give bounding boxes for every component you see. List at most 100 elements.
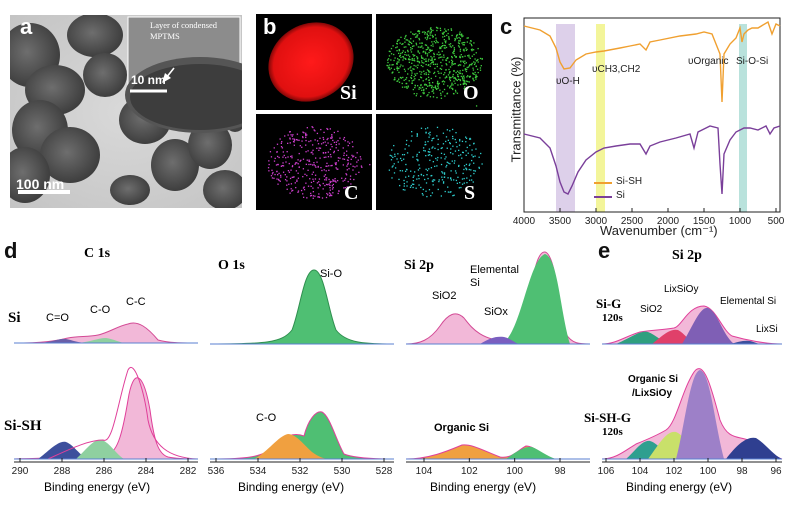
eds-dot: [342, 138, 345, 140]
eds-dot: [327, 156, 330, 158]
eds-dot: [345, 173, 347, 175]
tick-label: 100: [506, 466, 523, 477]
eds-dot: [318, 147, 320, 149]
eds-dot: [449, 142, 452, 145]
tick-label: 528: [376, 466, 393, 477]
eds-dot: [336, 168, 338, 170]
eds-dot: [467, 55, 469, 57]
eds-dot: [430, 155, 433, 157]
eds-dot: [465, 167, 467, 169]
eds-dot: [466, 41, 468, 43]
eds-dot: [410, 51, 413, 53]
eds-dot: [444, 44, 446, 47]
eds-dot: [423, 62, 425, 64]
eds-dot: [360, 158, 362, 160]
tick-label: 284: [138, 466, 155, 477]
eds-dot: [316, 147, 318, 149]
eds-dot: [408, 145, 410, 147]
eds-dot: [427, 76, 430, 78]
eds-dot: [427, 177, 429, 180]
eds-dot: [418, 37, 420, 40]
eds-dot: [455, 179, 458, 182]
eds-dot: [408, 59, 410, 61]
eds-dot: [433, 52, 435, 55]
eds-dot: [334, 177, 336, 180]
eds-dot: [397, 80, 399, 82]
eds-dot: [462, 49, 465, 51]
eds-dot: [434, 34, 436, 36]
eds-dot: [450, 28, 452, 30]
eds-dot: [327, 183, 329, 186]
eds-dot: [322, 136, 324, 139]
inset-scale-label: 10 nm: [131, 73, 166, 87]
panel-label-a: a: [20, 14, 33, 39]
eds-dot: [400, 64, 402, 66]
eds-dot: [328, 178, 330, 181]
tick-label: 3500: [549, 216, 572, 227]
eds-dot: [430, 49, 432, 52]
eds-dot: [468, 64, 471, 66]
eds-dot: [277, 183, 279, 185]
eds-dot: [407, 73, 409, 75]
eds-dot: [436, 80, 439, 83]
inset-caption-line1: Layer of condensed: [150, 20, 218, 30]
eds-dot: [462, 35, 464, 37]
eds-dot: [433, 179, 436, 181]
eds-dot: [463, 77, 465, 79]
eds-dot: [461, 178, 464, 180]
eds-dot: [452, 45, 454, 47]
eds-dot: [428, 136, 430, 138]
eds-dot: [465, 136, 467, 138]
eds-dot: [478, 166, 480, 169]
eds-dot: [421, 45, 423, 47]
eds-dot: [454, 38, 456, 40]
eds-dot: [435, 157, 437, 160]
eds-dot: [388, 55, 391, 57]
eds-dot: [463, 44, 465, 46]
eds-dot: [462, 151, 465, 154]
eds-dot: [458, 149, 460, 152]
eds-dot: [392, 156, 394, 159]
eds-dot: [430, 27, 432, 29]
eds-dot: [331, 164, 333, 167]
eds-dot: [398, 52, 400, 54]
tick-label: 286: [96, 466, 113, 477]
eds-dot: [444, 28, 446, 30]
eds-dot: [440, 72, 442, 74]
eds-dot: [421, 31, 424, 33]
eds-dot: [293, 144, 295, 146]
eds-dot: [306, 174, 308, 177]
eds-dot: [386, 64, 388, 67]
eds-dot: [398, 67, 400, 70]
eds-dot: [435, 87, 437, 89]
eds-dot: [430, 167, 433, 169]
eds-dot: [426, 169, 429, 172]
eds-dot: [310, 192, 312, 195]
eds-dot: [302, 187, 305, 189]
eds-dot: [309, 195, 312, 197]
eds-dot: [470, 40, 472, 42]
eds-dot: [452, 75, 454, 78]
eds-dot: [422, 174, 425, 177]
eds-dot: [414, 74, 417, 77]
eds-dot: [475, 60, 478, 62]
eds-dot: [394, 78, 396, 81]
eds-dot: [435, 37, 437, 39]
eds-dot: [453, 47, 455, 49]
eds-dot: [390, 67, 392, 69]
eds-dot: [459, 72, 461, 75]
eds-dot: [428, 132, 430, 135]
eds-dot: [286, 176, 288, 178]
eds-dot: [449, 66, 452, 68]
eds-dot: [450, 46, 452, 48]
eds-dot: [412, 186, 414, 189]
eds-dot: [465, 49, 468, 52]
eds-dot: [437, 87, 440, 89]
eds-dot: [331, 180, 333, 183]
eds-dot: [312, 191, 315, 193]
eds-dot: [438, 72, 440, 74]
eds-dot: [429, 32, 431, 34]
ftir-xlabel: Wavenumber (cm⁻¹): [600, 223, 718, 238]
band-oh: [556, 24, 575, 212]
xps-e-panel: 106 104 102 100 98 96 Si 2p Si-G 120s SiO2 Li…: [584, 240, 788, 502]
